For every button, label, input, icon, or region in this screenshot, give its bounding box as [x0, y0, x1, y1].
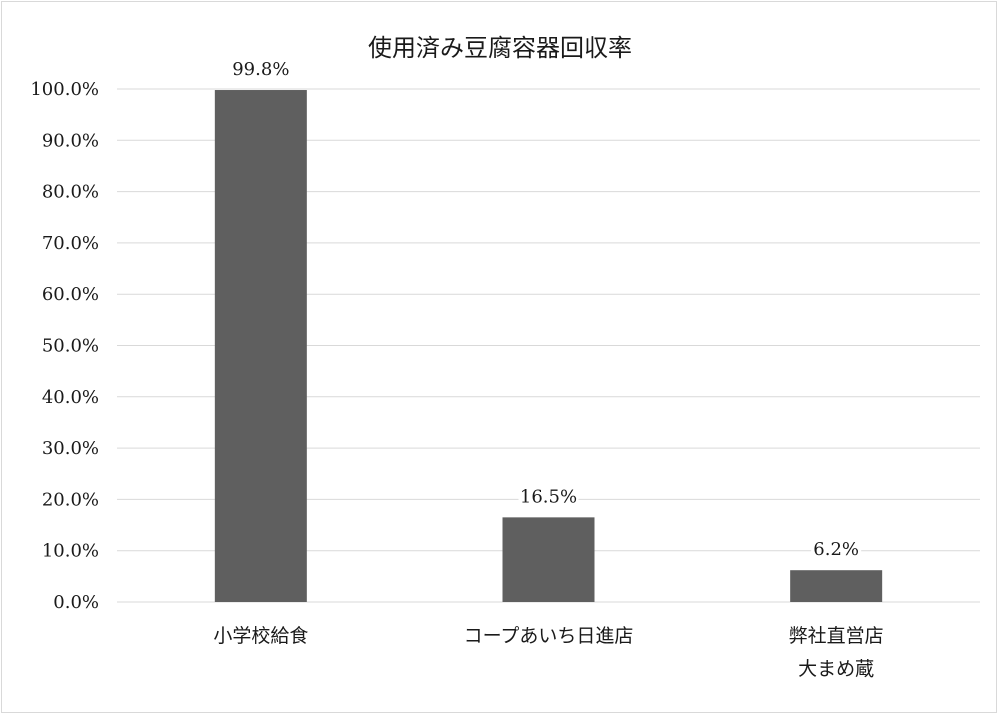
category-label: 弊社直営店: [789, 625, 884, 647]
y-tick-label: 60.0%: [42, 284, 99, 305]
y-axis-ticks: 0.0% 10.0% 20.0% 30.0% 40.0% 50.0% 60.0% 70.0% 8…: [30, 79, 99, 613]
category-label: 小学校給食: [213, 625, 308, 647]
data-label: 6.2%: [813, 539, 859, 560]
y-tick-label: 10.0%: [42, 541, 99, 562]
chart-title: 使用済み豆腐容器回収率: [368, 34, 632, 62]
y-tick-label: 40.0%: [42, 387, 99, 408]
bar: [790, 570, 883, 602]
bar: [502, 517, 595, 602]
bar: [214, 90, 307, 602]
category-label: 大まめ蔵: [798, 658, 874, 680]
data-label-background: [811, 536, 862, 561]
bars: [214, 90, 883, 602]
data-labels: 99.8% 16.5% 6.2%: [230, 56, 862, 561]
y-tick-label: 50.0%: [42, 336, 99, 357]
y-tick-label: 90.0%: [42, 130, 99, 151]
data-label: 16.5%: [520, 486, 577, 507]
y-tick-label: 80.0%: [42, 182, 99, 203]
y-tick-label: 20.0%: [42, 489, 99, 510]
data-label-background: [230, 56, 291, 81]
y-tick-label: 0.0%: [53, 592, 99, 613]
data-label: 99.8%: [232, 59, 289, 80]
y-tick-label: 100.0%: [30, 79, 99, 100]
data-label-background: [518, 483, 579, 508]
y-tick-label: 30.0%: [42, 438, 99, 459]
y-tick-label: 70.0%: [42, 233, 99, 254]
category-label: コープあいち日進店: [464, 625, 634, 647]
